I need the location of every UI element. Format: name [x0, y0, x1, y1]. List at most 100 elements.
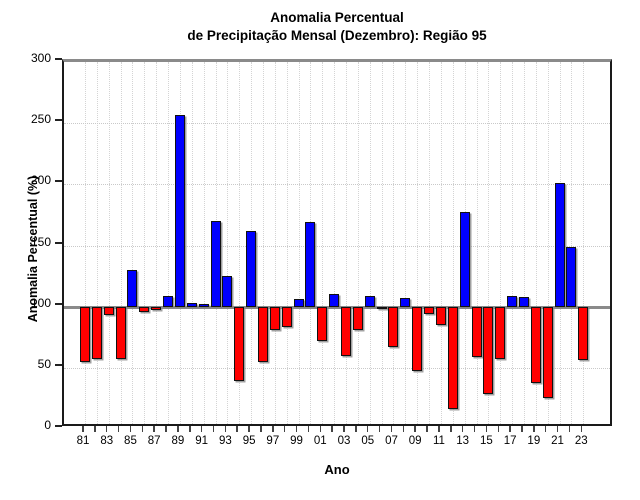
gridline-vertical	[476, 62, 478, 424]
bar-90	[186, 302, 197, 307]
bar-15	[483, 306, 494, 394]
x-axis-tick-label: 83	[100, 435, 114, 447]
bar-89	[174, 114, 185, 307]
x-axis-tick-label: 09	[408, 435, 422, 447]
gridline-vertical	[381, 62, 383, 424]
gridline-vertical	[346, 62, 347, 424]
x-axis-tick	[117, 426, 120, 432]
x-axis-tick	[177, 426, 179, 432]
gridline-vertical	[96, 62, 98, 424]
bar-20	[542, 306, 553, 399]
x-axis-tick-label: 01	[313, 435, 327, 447]
x-axis-tick	[402, 426, 405, 432]
x-axis-tick	[473, 426, 476, 432]
x-axis-label: Ano	[324, 462, 350, 477]
x-axis-tick	[556, 426, 559, 432]
x-axis-tick	[129, 426, 132, 432]
bar-84	[115, 306, 126, 360]
bar-09	[412, 306, 423, 372]
bar-22	[566, 246, 577, 307]
x-axis-tick	[295, 426, 298, 432]
bar-23	[578, 306, 589, 361]
bar-96	[257, 306, 268, 362]
gridline-vertical	[440, 62, 442, 424]
gridline-vertical	[298, 62, 300, 424]
bar-95	[246, 230, 257, 307]
gridline-vertical	[239, 62, 241, 424]
y-axis-tick	[55, 363, 62, 366]
bar-81	[80, 306, 90, 362]
x-axis-tick	[212, 426, 215, 432]
chart-title-line1: Anomalia Percentual	[270, 10, 404, 25]
x-axis-tick-label: 91	[195, 435, 209, 447]
bar-05	[364, 295, 375, 307]
y-axis-tick-label: 150	[30, 234, 51, 249]
gridline-horizontal	[64, 184, 610, 186]
bar-16	[495, 306, 506, 360]
gridline-vertical	[132, 62, 134, 424]
x-axis-tick	[450, 426, 452, 432]
gridline-vertical	[156, 62, 158, 424]
gridline-vertical	[523, 62, 525, 424]
x-axis-tick	[319, 426, 322, 432]
bar-19	[530, 306, 541, 383]
y-axis-tick-label: 0	[44, 418, 51, 432]
gridline-vertical	[286, 62, 288, 424]
y-axis-tick	[55, 302, 62, 305]
x-axis-tick	[568, 426, 571, 432]
bar-08	[400, 298, 411, 307]
x-axis-tick	[94, 426, 96, 432]
x-axis-tick-label: 95	[242, 435, 256, 447]
x-axis-tick	[272, 426, 274, 432]
bar-00	[305, 222, 316, 307]
gridline-vertical	[85, 62, 86, 424]
x-axis-tick	[366, 426, 369, 432]
x-axis-tick	[497, 426, 499, 432]
x-axis-tick	[189, 426, 191, 432]
bar-03	[341, 306, 351, 356]
x-axis-tick	[509, 426, 511, 432]
x-axis-tick-label: 19	[527, 435, 541, 447]
gridline-horizontal	[64, 367, 610, 369]
gridline-vertical	[429, 62, 431, 424]
x-axis-tick-label: 17	[503, 435, 517, 447]
x-axis-tick	[165, 426, 167, 432]
x-axis-tick	[105, 426, 108, 432]
bar-98	[281, 306, 292, 328]
bar-07	[388, 306, 399, 348]
x-axis-tick-label: 97	[266, 435, 280, 447]
y-axis-tick	[55, 425, 62, 427]
baseline-100	[64, 305, 610, 309]
gridline-vertical	[547, 62, 549, 424]
bar-13	[459, 212, 470, 307]
bar-01	[317, 306, 328, 341]
x-axis-tick-label: 99	[290, 435, 303, 447]
x-axis-tick	[283, 426, 286, 432]
gridline-vertical	[203, 62, 205, 424]
y-axis-tick-label: 50	[37, 356, 51, 371]
gridline-vertical	[452, 62, 454, 424]
x-axis-tick-label: 07	[385, 435, 398, 447]
gridline-vertical	[405, 62, 407, 424]
gridline-vertical	[120, 62, 122, 424]
x-axis-tick	[426, 426, 428, 432]
bar-94	[234, 306, 245, 382]
x-axis-tick	[390, 426, 393, 432]
bar-82	[91, 306, 102, 360]
gridline-vertical	[393, 62, 395, 424]
x-axis-tick-label: 81	[76, 435, 90, 447]
gridline-vertical	[571, 62, 573, 424]
gridline-vertical	[274, 62, 276, 424]
bar-14	[471, 306, 482, 357]
x-axis-tick-label: 89	[171, 435, 185, 447]
gridline-vertical	[168, 62, 170, 424]
y-axis-tick-label: 200	[30, 173, 51, 188]
bar-85	[127, 269, 138, 307]
y-axis-tick	[55, 119, 62, 122]
gridline-vertical	[535, 62, 537, 424]
bar-83	[103, 306, 114, 316]
x-axis-tick	[343, 426, 345, 432]
x-axis-tick	[485, 426, 488, 432]
x-axis-tick	[461, 426, 464, 432]
gridline-vertical	[191, 62, 193, 424]
